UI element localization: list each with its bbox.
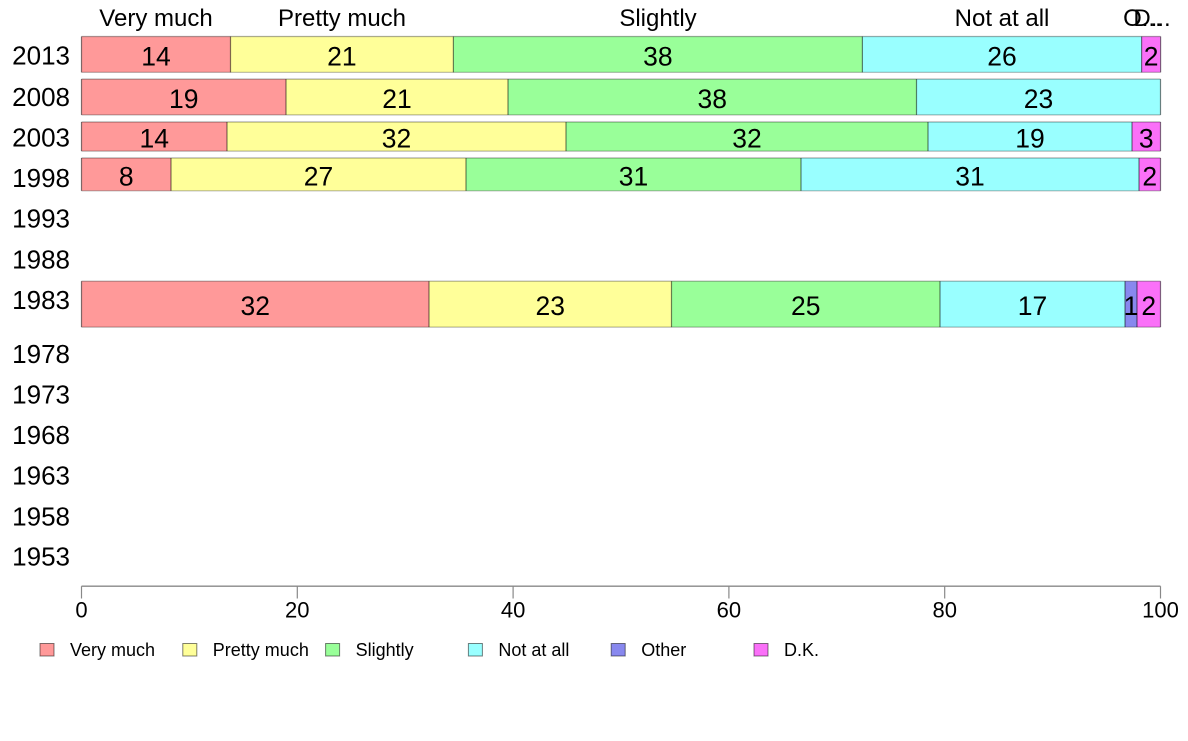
svg-text:80: 80 xyxy=(932,598,956,623)
svg-text:Other: Other xyxy=(641,640,686,660)
svg-text:D...: D... xyxy=(1133,5,1170,32)
svg-text:21: 21 xyxy=(327,41,356,71)
svg-text:38: 38 xyxy=(697,84,726,114)
svg-text:2003: 2003 xyxy=(12,123,70,153)
svg-text:2: 2 xyxy=(1142,161,1157,191)
svg-text:3: 3 xyxy=(1139,124,1154,154)
svg-text:1958: 1958 xyxy=(12,501,70,531)
svg-text:2008: 2008 xyxy=(12,82,70,112)
svg-text:1953: 1953 xyxy=(12,542,70,572)
svg-text:19: 19 xyxy=(1015,124,1044,154)
svg-text:32: 32 xyxy=(732,124,761,154)
svg-text:14: 14 xyxy=(141,41,170,71)
svg-text:17: 17 xyxy=(1018,291,1047,321)
svg-text:Very much: Very much xyxy=(99,5,212,32)
svg-text:O...: O... xyxy=(1123,5,1162,32)
svg-text:14: 14 xyxy=(139,124,168,154)
svg-text:Pretty much: Pretty much xyxy=(278,5,406,32)
svg-text:1973: 1973 xyxy=(12,380,70,410)
svg-text:25: 25 xyxy=(791,291,820,321)
svg-text:2: 2 xyxy=(1144,41,1159,71)
svg-text:2: 2 xyxy=(1141,291,1156,321)
svg-text:32: 32 xyxy=(382,124,411,154)
svg-text:1: 1 xyxy=(1124,291,1139,321)
svg-text:Slightly: Slightly xyxy=(619,5,696,32)
svg-text:0: 0 xyxy=(75,598,87,623)
svg-text:Pretty much: Pretty much xyxy=(213,640,309,660)
svg-text:20: 20 xyxy=(285,598,309,623)
svg-text:23: 23 xyxy=(1024,84,1053,114)
svg-text:1968: 1968 xyxy=(12,420,70,450)
svg-text:1963: 1963 xyxy=(12,461,70,491)
svg-text:Not at all: Not at all xyxy=(955,5,1050,32)
svg-text:1998: 1998 xyxy=(12,163,70,193)
svg-text:Slightly: Slightly xyxy=(356,640,414,660)
svg-text:31: 31 xyxy=(955,161,984,191)
svg-text:31: 31 xyxy=(619,161,648,191)
svg-text:1988: 1988 xyxy=(12,244,70,274)
svg-text:8: 8 xyxy=(119,161,134,191)
svg-text:100: 100 xyxy=(1142,598,1179,623)
svg-text:38: 38 xyxy=(643,41,672,71)
svg-text:D.K.: D.K. xyxy=(784,640,819,660)
svg-text:Very much: Very much xyxy=(70,640,155,660)
svg-text:32: 32 xyxy=(240,291,269,321)
svg-text:40: 40 xyxy=(501,598,525,623)
svg-text:1983: 1983 xyxy=(12,285,70,315)
svg-text:60: 60 xyxy=(717,598,741,623)
svg-text:Not at all: Not at all xyxy=(498,640,569,660)
svg-text:19: 19 xyxy=(169,84,198,114)
svg-text:26: 26 xyxy=(987,41,1016,71)
svg-text:23: 23 xyxy=(535,291,564,321)
svg-text:2013: 2013 xyxy=(12,41,70,71)
svg-text:1978: 1978 xyxy=(12,339,70,369)
svg-text:21: 21 xyxy=(382,84,411,114)
svg-text:1993: 1993 xyxy=(12,204,70,234)
svg-text:27: 27 xyxy=(304,161,333,191)
